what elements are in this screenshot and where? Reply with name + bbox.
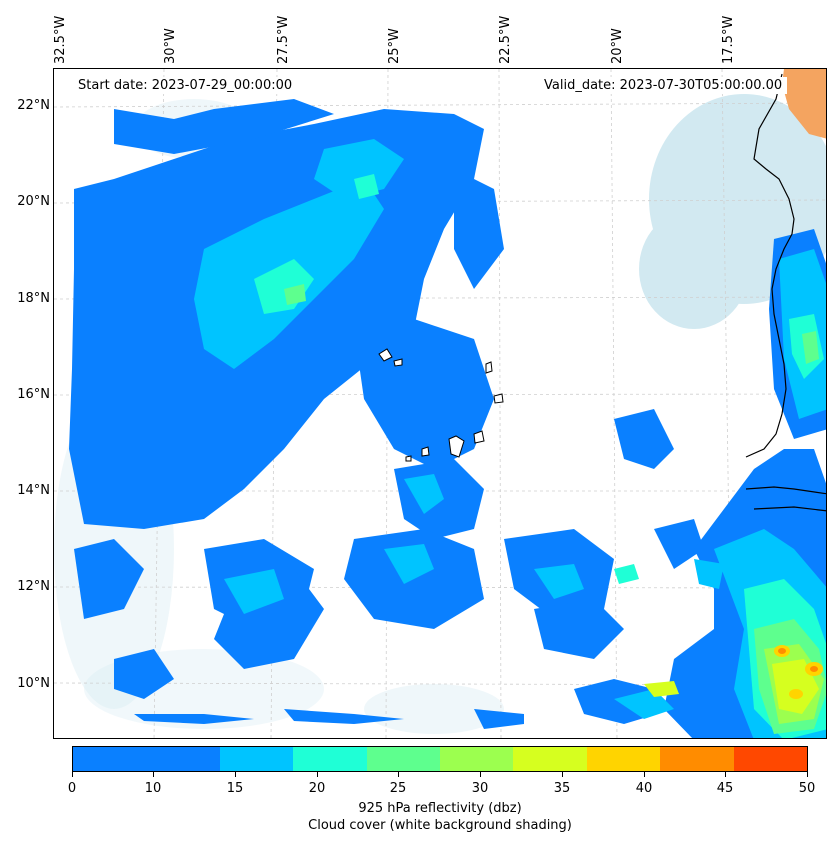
- cbar-tickmark-20: [317, 772, 318, 777]
- lon-label-25w: 25°W: [387, 28, 402, 64]
- colorbar-segment-20-25: [366, 747, 441, 771]
- map-canvas: [54, 69, 826, 738]
- colorbar-segment-5-10: [146, 747, 220, 771]
- lat-label-18n: 18°N: [17, 291, 50, 306]
- cbar-tickmark-50: [807, 772, 808, 777]
- colorbar-segment-10-15: [219, 747, 294, 771]
- start-date-label: Start date: 2023-07-29_00:00:00: [73, 77, 298, 94]
- coastline: [745, 73, 826, 512]
- lat-label-16n: 16°N: [17, 387, 50, 402]
- reflectivity-40-45: [778, 648, 818, 672]
- lon-label-27-5w: 27.5°W: [276, 15, 291, 64]
- colorbar-segment-15-20: [293, 747, 367, 771]
- cbar-tick-10: 10: [144, 781, 162, 796]
- cape-verde-islands: [378, 348, 504, 462]
- colorbar-segment-0-5: [73, 747, 147, 771]
- colorbar-segment-25-30: [440, 747, 514, 771]
- lat-label-10n: 10°N: [17, 676, 50, 691]
- lon-label-22-5w: 22.5°W: [498, 15, 513, 64]
- land-region: [782, 69, 826, 139]
- cbar-tick-15: 15: [226, 781, 244, 796]
- cbar-tickmark-35: [562, 772, 563, 777]
- cbar-tickmark-10: [153, 772, 154, 777]
- cbar-tick-50: 50: [798, 781, 816, 796]
- colorbar-label-cloud-cover: Cloud cover (white background shading): [308, 818, 572, 833]
- colorbar-label-reflectivity: 925 hPa reflectivity (dbz): [358, 801, 522, 816]
- cbar-tick-45: 45: [716, 781, 734, 796]
- colorbar-segment-30-35: [513, 747, 587, 771]
- lat-label-22n: 22°N: [17, 98, 50, 113]
- lat-label-12n: 12°N: [17, 579, 50, 594]
- cbar-tick-20: 20: [308, 781, 326, 796]
- cbar-tick-35: 35: [553, 781, 571, 796]
- colorbar: [72, 746, 808, 772]
- lon-label-20w: 20°W: [610, 28, 625, 64]
- lat-label-20n: 20°N: [17, 194, 50, 209]
- colorbar-segment-45-50: [733, 747, 808, 771]
- lon-label-17-5w: 17.5°W: [721, 15, 736, 64]
- colorbar-segment-40-45: [660, 747, 734, 771]
- lon-label-32-5w: 32.5°W: [53, 15, 68, 64]
- lon-label-30w: 30°W: [163, 28, 178, 64]
- cbar-tickmark-15: [235, 772, 236, 777]
- colorbar-segment-35-40: [586, 747, 661, 771]
- cbar-tick-25: 25: [389, 781, 407, 796]
- cbar-tickmark-45: [725, 772, 726, 777]
- cbar-tick-40: 40: [635, 781, 653, 796]
- map-panel[interactable]: [53, 68, 827, 739]
- cbar-tickmark-25: [398, 772, 399, 777]
- cbar-tick-0: 0: [67, 781, 77, 796]
- cbar-tickmark-30: [480, 772, 481, 777]
- lat-label-14n: 14°N: [17, 483, 50, 498]
- cbar-tickmark-40: [644, 772, 645, 777]
- valid-date-label: Valid_date: 2023-07-30T05:00:00.00: [539, 77, 788, 94]
- cbar-tick-30: 30: [471, 781, 489, 796]
- cbar-tickmark-0: [72, 772, 73, 777]
